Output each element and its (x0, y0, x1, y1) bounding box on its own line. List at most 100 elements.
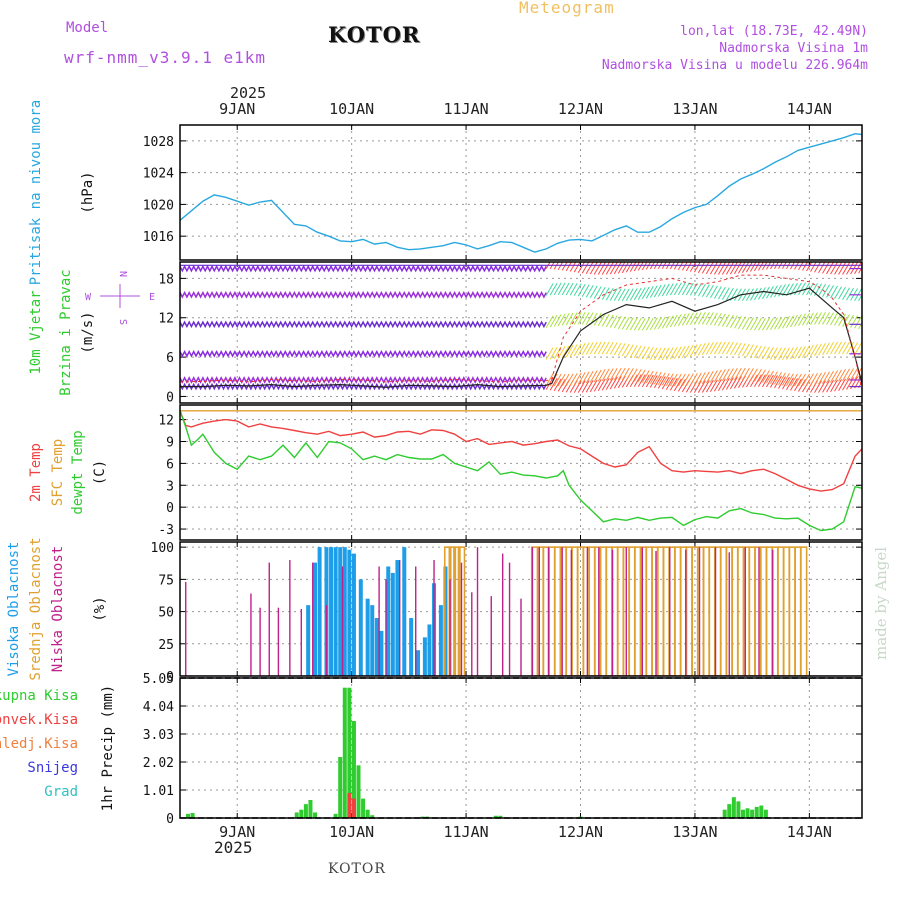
wind-barb (693, 312, 702, 325)
wind-barb (846, 368, 854, 381)
wind-barb (585, 262, 594, 274)
wind-barb (858, 380, 862, 388)
wind-barb (737, 343, 746, 356)
wind-barb (581, 342, 590, 356)
wind-barb (721, 377, 730, 391)
wind-barb (705, 285, 714, 298)
wind-barb (842, 341, 850, 355)
wind-barb (657, 316, 666, 330)
wind-barb (798, 313, 806, 327)
x-day-label-bottom: 13JAN (672, 823, 717, 841)
wind-barb (774, 375, 782, 389)
wind-barb (617, 262, 626, 274)
wind-barb (693, 283, 702, 296)
cloud-bar-low (758, 547, 760, 676)
y-axis-label: Brzina i Pravac (58, 269, 74, 395)
wind-barb (549, 377, 558, 391)
precip-bar (303, 804, 308, 818)
cloud-bar-mid (443, 546, 452, 676)
wind-barb (802, 373, 810, 387)
wind-barb (802, 345, 810, 358)
wind-barb (794, 282, 802, 296)
wind-barb (838, 341, 846, 355)
wind-barb (553, 378, 562, 392)
wind-barb (561, 345, 570, 358)
wind-barb (557, 262, 564, 270)
wind-barb (766, 370, 774, 384)
wind-barb (794, 314, 802, 327)
wind-barb (778, 376, 786, 389)
y-axis-label: Pritisak na nivou mora (28, 100, 44, 285)
wind-barb (553, 282, 562, 296)
wind-barb (629, 368, 638, 381)
model-name: wrf-nmm_v3.9.1 e1km (64, 48, 267, 67)
x-day-label-top: 14JAN (787, 100, 832, 118)
wind-barb (669, 314, 678, 328)
wind-barb (858, 266, 862, 274)
precip-bar (498, 815, 503, 818)
precip-legend-item: Zaledj.Kisa (0, 736, 78, 752)
wind-barb-row-calm (180, 382, 547, 391)
wind-barb (589, 341, 598, 355)
wind-barb (709, 262, 718, 275)
cloud-bar-high (427, 624, 432, 676)
wind-barb (729, 315, 738, 328)
elevation-text: Nadmorska Visina 1m (719, 41, 868, 56)
wind-barb (677, 345, 686, 359)
precip-bar (308, 799, 313, 818)
wind-barb (673, 373, 682, 387)
wind-barb (822, 342, 830, 355)
wind-barb (786, 347, 794, 360)
wind-barb (705, 370, 714, 384)
wind-barb (573, 312, 582, 325)
wind-barb (549, 314, 558, 328)
wind-barb (733, 315, 742, 329)
wind-barb (645, 370, 654, 384)
wind-barb (729, 367, 738, 381)
wind-barb (790, 378, 798, 391)
wind-barb (713, 286, 722, 299)
precip-bar (763, 809, 768, 818)
wind-barb (745, 368, 754, 381)
cloud-bar-low (289, 560, 291, 676)
wind-barb (806, 312, 814, 326)
wind-barb (733, 376, 742, 389)
wind-barb (629, 288, 638, 301)
cloud-bar-low (385, 579, 387, 676)
wind-barb (561, 313, 570, 326)
precip-bar (740, 809, 745, 818)
wind-barb (810, 283, 818, 296)
wind-barb (717, 378, 726, 392)
cloud-bar-low (399, 560, 401, 676)
wind-barb (762, 370, 770, 383)
wind-barb (637, 318, 646, 331)
cloud-bar-high (416, 650, 421, 676)
cloud-bar-mid (799, 546, 808, 676)
wind-barb (673, 314, 682, 327)
wind-barb (713, 379, 722, 392)
cloud-bar-low (449, 579, 451, 676)
wind-barb (573, 343, 582, 357)
wind-barb (581, 262, 590, 274)
wind-barb (677, 313, 686, 327)
wind-barb (786, 283, 794, 296)
y-tick-label: 2.02 (143, 756, 174, 771)
wind-barb (629, 317, 638, 331)
wind-barb (585, 312, 594, 325)
wind-barb (705, 262, 714, 275)
cloud-bar-high (317, 547, 322, 676)
y-axis-label: (C) (92, 460, 108, 485)
wind-barb (705, 379, 714, 393)
y-axis-label: (%) (92, 596, 108, 621)
wind-barb (669, 373, 678, 387)
wind-barb (661, 376, 670, 390)
wind-barb (625, 344, 634, 357)
cloud-bar-mid (457, 546, 466, 676)
cloud-bar-low (744, 547, 746, 676)
wind-barb (601, 262, 610, 275)
y-axis-label: dewpt Temp (70, 430, 86, 514)
wind-barb (553, 314, 562, 327)
cloud-bar-low (714, 547, 717, 676)
wind-barb (794, 373, 802, 387)
wind-barb (641, 370, 650, 383)
